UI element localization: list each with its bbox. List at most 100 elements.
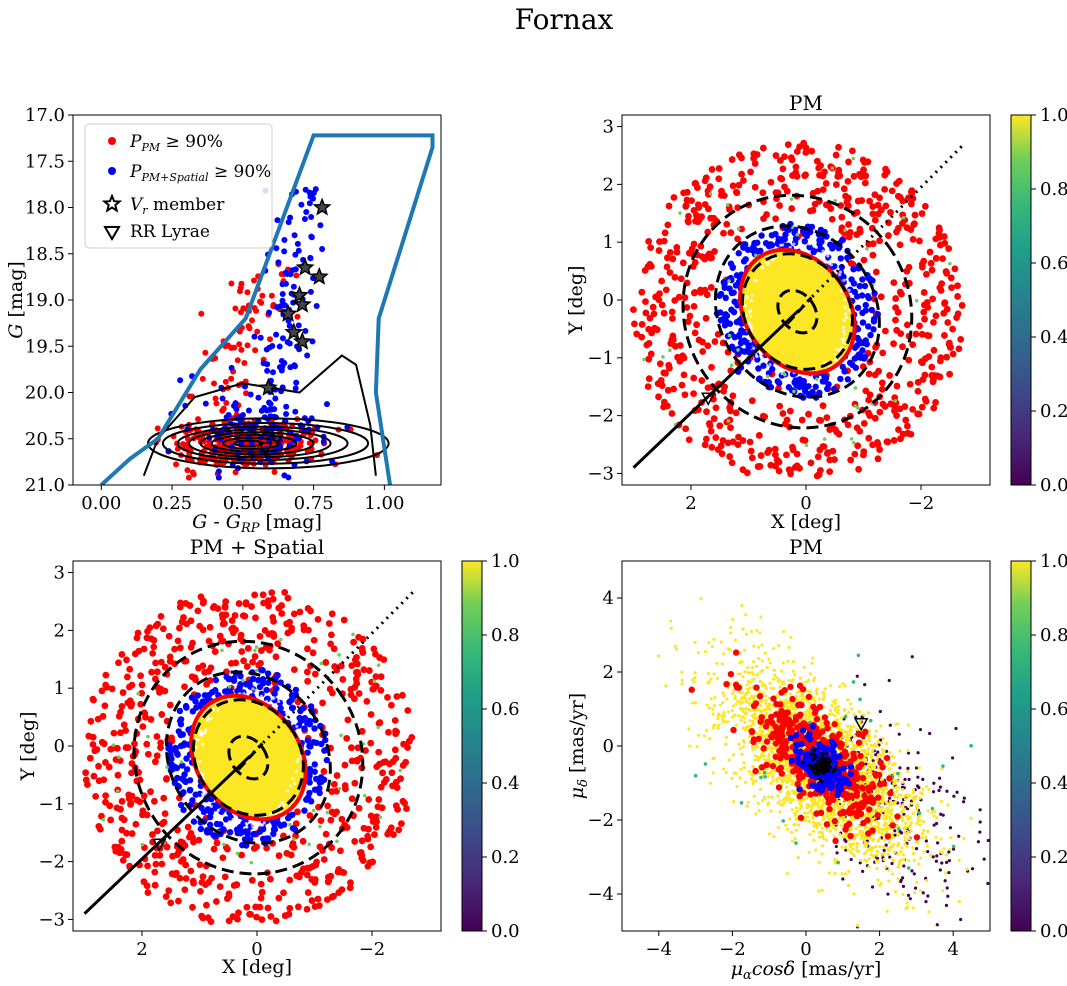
cmd-vr-member-star <box>312 197 332 216</box>
top-red-point <box>826 426 834 433</box>
bot-red-point <box>377 673 385 681</box>
bot-red-point <box>100 740 108 748</box>
cmd-red-point <box>202 349 209 356</box>
top-colorbar-label: 0.0 <box>1040 475 1067 496</box>
top-green-point <box>856 406 860 410</box>
vpd-yellow-point <box>911 846 915 850</box>
bot-blue-point <box>196 790 204 797</box>
bot-red-point <box>340 616 348 624</box>
top-red-point <box>951 265 959 273</box>
vpd-yellow-point <box>887 868 891 872</box>
top-white-point <box>826 254 830 258</box>
top-red-point <box>865 396 873 404</box>
top-major-axis-solid <box>632 310 799 469</box>
top-red-point <box>875 367 882 375</box>
top-red-point <box>759 412 767 420</box>
vpd-low-prob-point <box>874 753 878 757</box>
top-blue-point <box>760 362 767 369</box>
top-white-point <box>768 363 772 367</box>
vpd-yellow-point <box>742 648 747 652</box>
bot-blue-point <box>188 694 196 701</box>
vpd-yellow-point <box>871 854 875 858</box>
bot-white-point <box>201 742 205 747</box>
bot-blue-point <box>323 756 331 764</box>
vpd-yellow-point <box>875 808 879 812</box>
vpd-yellow-point <box>882 858 886 862</box>
top-red-point <box>734 441 742 448</box>
top-red-point <box>681 391 689 399</box>
top-red-point <box>748 454 756 462</box>
top-green-point <box>849 437 854 441</box>
bot-red-point <box>313 858 320 866</box>
bot-red-point <box>229 913 237 920</box>
bot-white-point <box>295 760 299 764</box>
top-red-point <box>704 252 711 260</box>
bot-red-point <box>150 797 158 805</box>
bot-red-point <box>136 798 144 806</box>
vpd-yellow-point <box>884 865 888 869</box>
vpd-yellow-point <box>881 736 885 741</box>
top-red-point <box>641 267 649 274</box>
top-red-point <box>928 363 936 371</box>
cmd-red-point <box>234 357 241 364</box>
bot-red-point <box>157 739 165 747</box>
bot-red-point <box>286 876 294 884</box>
vpd-yellow-point <box>757 656 761 661</box>
top-red-point <box>943 353 951 361</box>
cmd-blue-point <box>283 411 290 418</box>
bot-red-point <box>181 886 189 894</box>
top-red-point <box>848 147 856 155</box>
top-red-point <box>666 249 674 256</box>
top-red-point <box>945 340 953 348</box>
bot-blue-point <box>270 826 278 833</box>
bot-red-point <box>221 873 229 881</box>
bot-red-point <box>266 875 274 883</box>
bot-green-point <box>220 648 224 653</box>
top-red-point <box>692 211 700 219</box>
top-white-point <box>838 273 842 277</box>
bot-red-point <box>101 702 109 710</box>
top-white-point <box>752 346 756 350</box>
vpd-low-prob-point <box>893 829 897 833</box>
bot-blue-point <box>280 821 288 828</box>
bot-red-point <box>156 688 163 696</box>
top-red-point <box>921 315 928 323</box>
bot-red-point <box>303 871 311 879</box>
vpd-yellow-point <box>752 644 756 648</box>
cmd-blue-point <box>273 331 280 338</box>
vpd-yellow-point <box>847 800 851 804</box>
cmd-ytick-label: 17.5 <box>25 151 65 172</box>
vpd-yellow-point <box>674 647 679 651</box>
bot-red-point <box>335 889 343 897</box>
vpd-low-prob-point <box>939 812 943 816</box>
cmd-contour-line <box>210 434 298 453</box>
vpd-yellow-point <box>875 744 879 748</box>
top-red-point <box>936 241 944 249</box>
bot-green-point <box>254 668 259 673</box>
top-red-point <box>705 420 713 427</box>
bot-red-point <box>158 711 166 718</box>
vpd-yellow-point <box>907 837 911 841</box>
top-red-point <box>680 371 688 379</box>
vpd-yellow-point <box>721 720 725 724</box>
bot-colorbar-label: 1.0 <box>491 551 520 572</box>
vpd-yellow-point <box>887 840 891 844</box>
top-ytick-label: −2 <box>587 406 614 427</box>
top-red-point <box>807 459 815 467</box>
top-white-point <box>761 265 765 270</box>
vpd-yellow-point <box>817 860 821 865</box>
vpd-yellow-point <box>793 837 797 841</box>
top-white-point <box>847 288 851 292</box>
vpd-yellow-point <box>764 686 768 691</box>
bot-red-point <box>149 649 157 657</box>
top-blue-point <box>851 288 859 296</box>
bot-red-point <box>258 916 266 923</box>
cmd-blue-point <box>292 251 299 258</box>
top-green-point <box>851 440 856 445</box>
bot-red-point <box>162 893 170 901</box>
bot-red-point <box>140 878 148 886</box>
top-blue-point <box>794 381 801 388</box>
cmd-blue-point <box>283 403 290 410</box>
vpd-yellow-point <box>879 724 883 728</box>
vpd-yellow-point <box>706 671 711 676</box>
